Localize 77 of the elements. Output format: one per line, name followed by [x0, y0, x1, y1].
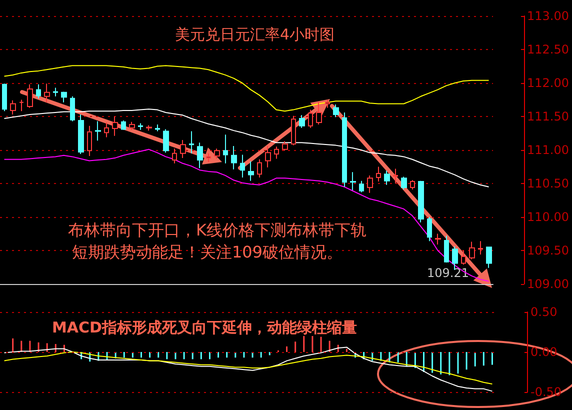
candlestick	[10, 100, 16, 115]
candlestick	[223, 134, 228, 164]
candlestick	[418, 180, 424, 223]
candlestick	[265, 145, 271, 168]
candlestick	[129, 121, 135, 130]
candlestick	[350, 172, 356, 191]
candlestick	[384, 170, 390, 186]
candlestick	[393, 168, 398, 184]
candlestick	[44, 83, 50, 103]
annotation: 短期跌势动能足！关注109破位情况。	[72, 242, 343, 262]
candlestick	[180, 139, 186, 159]
y-tick-label: 111.50	[527, 110, 570, 124]
candlestick	[248, 160, 254, 182]
y-tick-label: 109.00	[527, 277, 570, 291]
candlestick	[155, 124, 160, 132]
candlestick	[461, 250, 466, 266]
candlestick	[316, 102, 322, 126]
candlestick	[376, 166, 381, 182]
candlestick	[410, 180, 415, 190]
candlestick	[53, 87, 58, 97]
candlestick	[478, 240, 483, 256]
candlestick	[214, 148, 220, 160]
candlestick	[189, 130, 194, 154]
candlestick	[163, 128, 169, 154]
y-tick-label: 112.50	[527, 42, 570, 56]
candlestick	[342, 112, 347, 188]
y-tick-label: 109.50	[527, 244, 570, 258]
candlestick	[138, 122, 143, 130]
y-tick-label: 111.00	[527, 143, 570, 157]
y-tick-label: -0.50	[530, 385, 562, 399]
y-tick-label: 110.00	[527, 210, 570, 224]
candlestick	[435, 233, 441, 245]
candlestick	[19, 99, 24, 112]
candlestick	[27, 84, 33, 108]
annotation: 布林带向下开口，K线价格下测布林带下轨	[68, 220, 366, 240]
candlestick	[257, 158, 262, 178]
candlestick	[367, 174, 373, 194]
y-tick-label: 113.00	[527, 9, 570, 23]
candlestick	[486, 246, 492, 268]
candlestick	[197, 142, 203, 169]
candlestick	[282, 140, 288, 152]
y-tick-label: 112.00	[527, 76, 570, 90]
y-tick-label: 110.50	[527, 176, 570, 190]
candlestick	[121, 120, 126, 130]
candlestick	[2, 83, 7, 112]
candlestick	[325, 99, 330, 108]
candlestick	[427, 216, 432, 242]
candlestick	[469, 241, 475, 260]
candlestick	[274, 146, 279, 160]
candlestick	[146, 124, 152, 132]
candlestick	[231, 145, 237, 170]
candlestick	[401, 176, 407, 190]
annotation: MACD指标形成死叉向下延伸，动能绿柱缩量	[52, 318, 357, 336]
line-series	[4, 108, 490, 188]
candlestick	[444, 235, 449, 264]
candlestick	[172, 148, 177, 164]
candlestick	[291, 115, 296, 146]
candlestick	[70, 96, 75, 122]
candlestick	[308, 109, 313, 128]
candlestick	[36, 84, 41, 99]
candlestick	[78, 114, 84, 155]
annotation: 109.21	[427, 266, 469, 280]
candlestick	[240, 154, 245, 178]
y-tick-label: 0.00	[530, 345, 558, 359]
candlestick	[104, 122, 109, 138]
y-tick-label: 0.50	[530, 305, 558, 319]
candlestick	[87, 125, 92, 157]
line-series	[4, 352, 493, 384]
candlestick	[206, 152, 211, 163]
text: 美元兑日元汇率4小时图	[175, 26, 335, 44]
candlestick	[359, 180, 364, 193]
candlestick	[299, 114, 305, 128]
candlestick	[333, 104, 339, 118]
candlestick	[112, 116, 118, 136]
candlestick	[95, 120, 101, 142]
candlestick	[61, 91, 67, 103]
line-series	[4, 346, 493, 392]
